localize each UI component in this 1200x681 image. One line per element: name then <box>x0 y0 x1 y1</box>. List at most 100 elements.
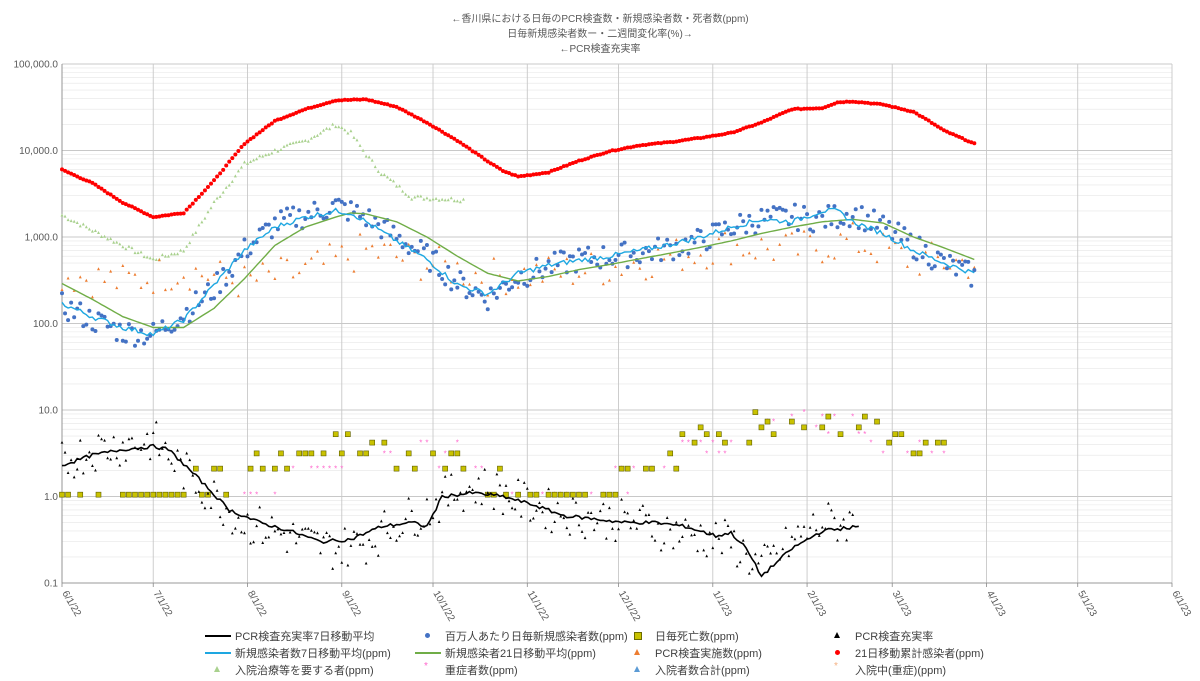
pcr-rate-point <box>717 537 721 540</box>
cumulative-21d-point <box>960 136 965 141</box>
pcr-tests-point <box>115 286 119 290</box>
cumulative-21d-point <box>476 152 481 157</box>
pcr-tests-point <box>620 273 624 277</box>
pcr-rate-point <box>829 508 833 512</box>
hospital-need-point <box>124 247 128 251</box>
cumulative-21d-point <box>841 100 846 105</box>
hospital-need-point <box>224 185 228 189</box>
pcr-rate-point <box>504 484 508 487</box>
cumulative-21d-point <box>595 152 600 157</box>
deaths-point <box>442 465 448 472</box>
x-tick-label: 6/1/23 <box>1169 589 1193 619</box>
pcr-tests-point <box>613 265 617 269</box>
cumulative-21d-point <box>361 97 366 102</box>
pcr-tests-point <box>145 281 149 285</box>
pcr-rate-point <box>525 486 529 490</box>
hospital-need-point <box>340 125 344 129</box>
pcr-tests-point <box>632 260 636 264</box>
pcr-rate-point <box>820 525 824 529</box>
pcr-tests-point <box>358 232 362 236</box>
pcr-rate-point <box>157 453 161 457</box>
severe-point: * <box>681 439 684 448</box>
cumulative-21d-point <box>160 213 165 218</box>
cumulative-21d-point <box>215 174 220 179</box>
pcr-rate-point <box>249 541 252 545</box>
deaths-point <box>533 491 540 498</box>
chart-title-line3: ←PCR検査充実率 <box>559 44 641 55</box>
cumulative-21d-point <box>126 203 131 208</box>
cumulative-21d-point <box>777 112 782 117</box>
pcr-tests-point <box>887 245 891 249</box>
daily-cases-point <box>619 242 624 247</box>
hospital-need-point <box>370 158 374 162</box>
cumulative-21d-point <box>622 146 627 151</box>
pcr-rate-point <box>696 549 699 553</box>
pcr-tests-point <box>905 264 909 268</box>
cumulative-21d-point <box>418 117 423 122</box>
pcr-tests-point <box>182 275 186 279</box>
severe-point: * <box>687 439 690 448</box>
pcr-rate-point <box>170 461 173 465</box>
cumulative-21d-point <box>665 140 670 145</box>
cumulative-21d-point <box>330 99 335 104</box>
hospital-need-point <box>221 190 225 194</box>
pcr-tests-point <box>443 259 447 263</box>
cumulative-21d-point <box>263 125 268 130</box>
daily-cases-point <box>184 306 189 311</box>
cumulative-21d-point <box>345 97 350 102</box>
pcr-rate-point <box>91 464 94 467</box>
hospital-need-point <box>388 177 392 181</box>
severe-point: * <box>249 491 252 500</box>
cumulative-21d-point <box>516 174 521 179</box>
hospital-need-point <box>145 255 149 259</box>
cumulative-21d-point <box>628 145 633 150</box>
cumulative-21d-point <box>63 168 68 173</box>
hospital-need-point <box>337 125 341 129</box>
pcr-rate-point <box>346 563 350 567</box>
pcr-rate-point <box>258 505 262 509</box>
cumulative-21d-point <box>610 148 615 153</box>
hospital-need-point <box>148 256 152 260</box>
hospital-need-point <box>431 197 435 201</box>
deaths-point <box>77 491 84 498</box>
cumulative-21d-point <box>774 113 779 118</box>
deaths-point <box>174 491 181 498</box>
pcr-rate-point <box>81 471 85 475</box>
pcr-tests-point <box>601 282 605 286</box>
cumulative-21d-point <box>756 121 761 126</box>
daily-cases-point <box>291 205 296 210</box>
daily-cases-point <box>558 249 563 254</box>
severe-point: * <box>243 491 246 500</box>
pcr-rate-point <box>522 481 526 484</box>
pcr-tests-point <box>839 232 843 236</box>
severe-point: * <box>389 449 392 458</box>
pcr-tests-point <box>468 282 472 286</box>
cumulative-21d-point <box>102 188 107 193</box>
legend-item: * 重症者数(ppm) <box>415 661 615 678</box>
daily-cases-point <box>774 207 779 212</box>
hospital-need-point <box>276 149 280 153</box>
cumulative-21d-point <box>123 202 128 207</box>
cumulative-21d-point <box>592 153 597 158</box>
daily-cases-point <box>321 216 326 221</box>
pcr-rate-point <box>687 524 690 527</box>
pcr-rate-point <box>191 473 195 477</box>
daily-cases-point <box>297 208 302 213</box>
cumulative-21d-point <box>75 174 80 179</box>
pcr-rate-ma7-line <box>61 443 859 578</box>
deaths-point <box>941 439 947 446</box>
hospital-need-point <box>322 128 326 132</box>
cumulative-21d-point <box>738 127 743 132</box>
deaths-point <box>65 491 71 498</box>
deaths-point <box>515 491 521 498</box>
pcr-tests-point <box>169 287 173 291</box>
hospital-need-point <box>136 251 140 255</box>
pcr-rate-point <box>60 440 64 444</box>
cumulative-21d-point <box>333 98 338 103</box>
legend-swatch <box>625 664 651 676</box>
pcr-tests-point <box>857 250 861 254</box>
legend-item: PCR検査実施数(ppm) <box>625 645 815 661</box>
cumulative-21d-point <box>890 105 895 110</box>
severe-point: * <box>456 439 459 448</box>
